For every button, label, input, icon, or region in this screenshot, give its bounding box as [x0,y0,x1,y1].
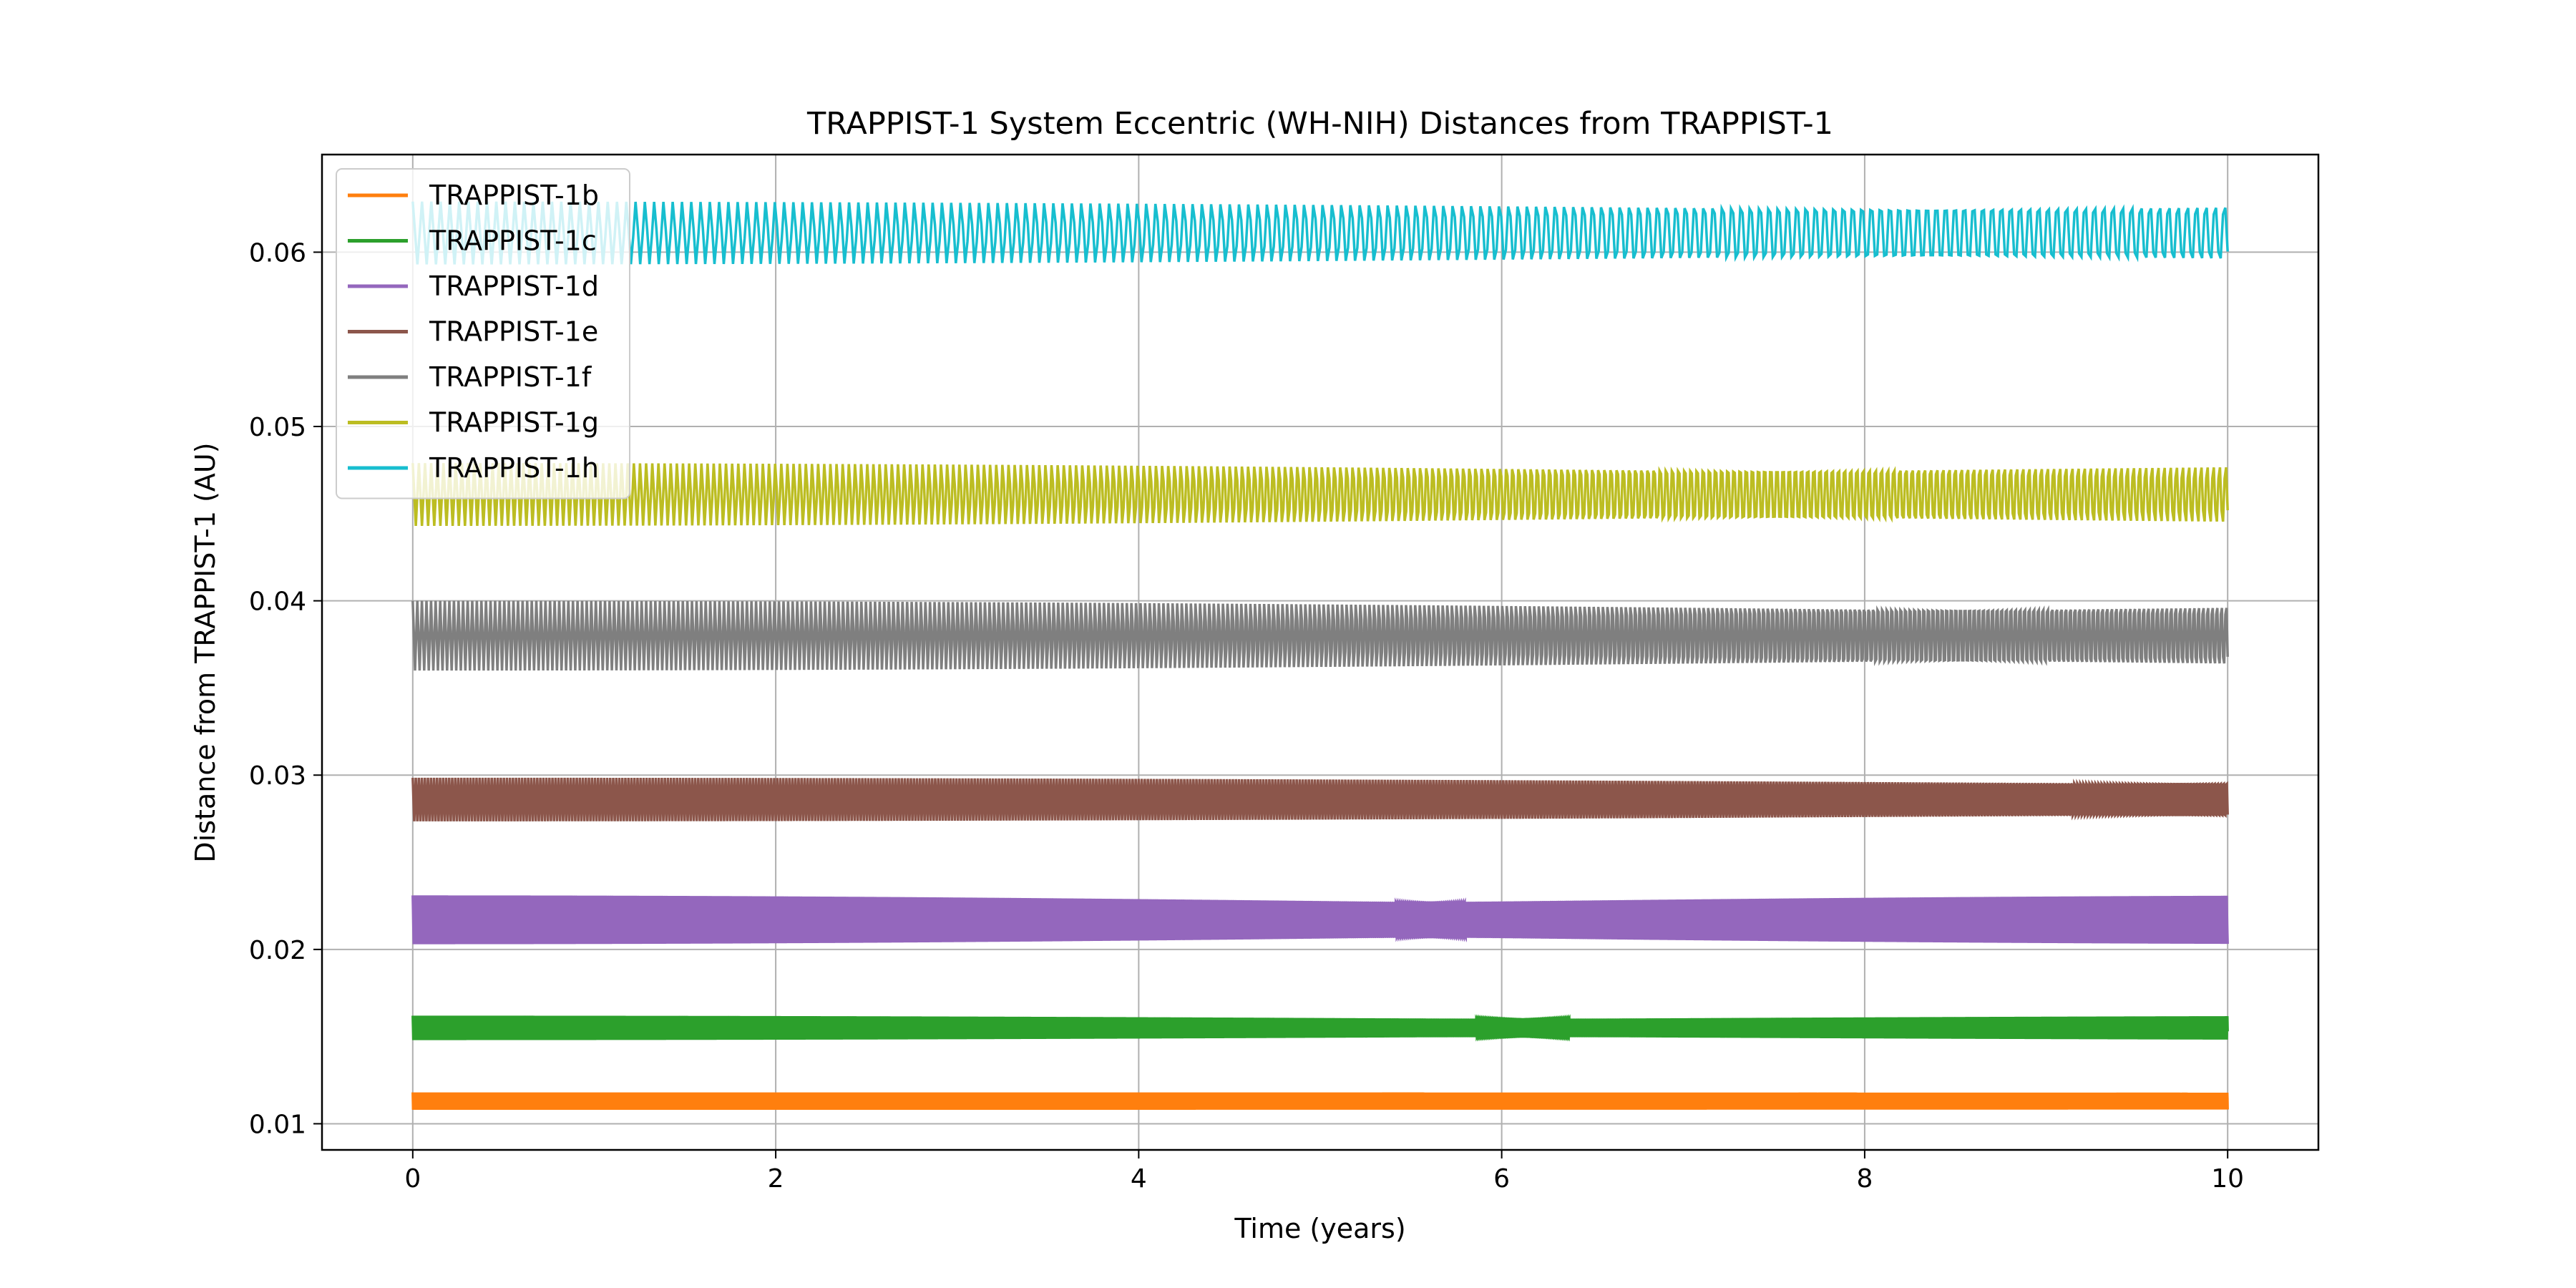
x-tick-label: 8 [1856,1164,1873,1194]
legend-label: TRAPPIST-1e [429,316,598,348]
legend-label: TRAPPIST-1b [429,180,599,211]
series-layer [411,201,2229,1111]
x-axis-label: Time (years) [1234,1213,1405,1244]
x-tick-label: 4 [1131,1164,1147,1194]
x-tick-label: 10 [2211,1164,2244,1194]
x-tick-label: 6 [1493,1164,1510,1194]
series-line-trappist-1g [411,463,2229,526]
legend: TRAPPIST-1b TRAPPIST-1c TRAPPIST-1d TRAPPIS… [336,168,630,499]
y-tick-label: 0.03 [249,761,306,791]
legend-label: TRAPPIST-1h [429,452,599,484]
chart-title: TRAPPIST-1 System Eccentric (WH-NIH) Dis… [806,106,1833,142]
series-line-trappist-1h [411,201,2229,265]
y-tick-label: 0.06 [249,238,306,268]
legend-label: TRAPPIST-1c [429,225,597,257]
x-tick-label: 0 [404,1164,421,1194]
legend-label: TRAPPIST-1f [429,361,592,393]
series-line-trappist-1f [411,600,2229,671]
legend-label: TRAPPIST-1d [429,270,599,302]
series-line-trappist-1d [411,895,2229,945]
plot-frame [321,153,2320,1151]
y-axis-label: Distance from TRAPPIST-1 (AU) [190,442,221,862]
series-line-trappist-1b [411,1092,2229,1111]
ticks: 0 2 4 6 8 10 0.01 0.02 0.03 0.04 0.05 0.06 [249,238,2244,1194]
y-tick-label: 0.01 [249,1110,306,1139]
legend-box [336,168,630,499]
y-tick-label: 0.05 [249,413,306,442]
series-line-trappist-1c [411,1014,2229,1042]
series-line-trappist-1e [411,777,2229,821]
x-tick-label: 2 [768,1164,784,1194]
legend-label: TRAPPIST-1g [429,407,599,439]
y-tick-label: 0.04 [249,587,306,617]
y-tick-label: 0.02 [249,936,306,965]
